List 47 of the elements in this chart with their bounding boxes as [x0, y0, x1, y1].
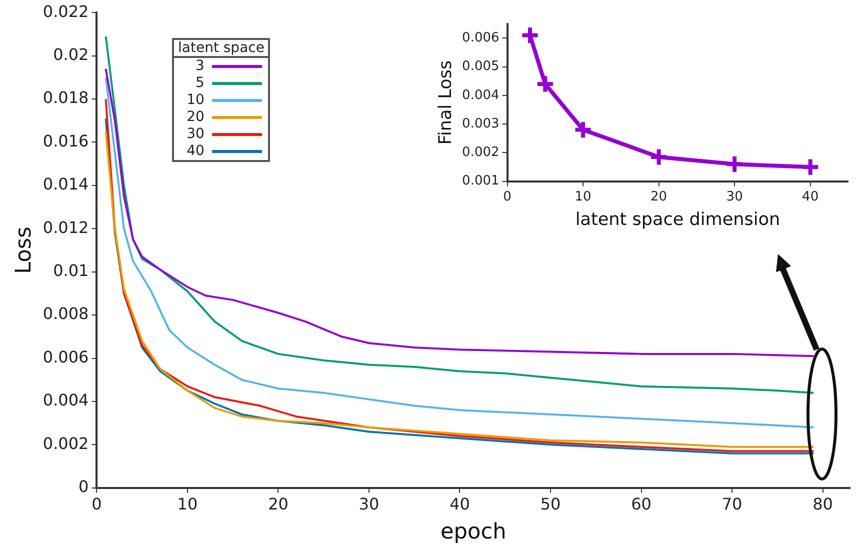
- y-tick-label: 0.012: [42, 218, 89, 237]
- legend-label: 20: [186, 109, 204, 126]
- y-tick-label: 0.02: [53, 44, 89, 64]
- x-tick-label: 10: [177, 494, 198, 514]
- x-tick-label: 40: [450, 494, 470, 514]
- x-tick-label: 20: [650, 190, 668, 205]
- y-tick-label: 0.005: [462, 59, 500, 74]
- y-axis-title: Final Loss: [436, 60, 456, 145]
- y-tick-label: 0.003: [462, 116, 500, 132]
- x-tick-label: 30: [358, 494, 380, 514]
- y-tick-label: 0.006: [462, 30, 500, 46]
- y-tick-label: 0.018: [42, 88, 89, 108]
- point: [649, 147, 669, 167]
- x-tick-label: 0: [503, 190, 512, 205]
- y-tick-label: 0.002: [462, 145, 500, 160]
- x-axis-title: epoch: [440, 520, 506, 545]
- y-tick-label: 0.016: [42, 131, 89, 150]
- x-tick-label: 50: [540, 494, 561, 514]
- y-tick-label: 0.004: [462, 88, 500, 103]
- y-tick-label: 0.001: [462, 174, 500, 189]
- y-tick-label: 0.004: [42, 390, 89, 410]
- legend-label: 10: [186, 92, 204, 109]
- legend-label: 3: [196, 58, 204, 75]
- y-tick-label: 0: [78, 477, 89, 496]
- legend-label: 30: [186, 126, 204, 143]
- legend-title: latent space: [174, 40, 268, 58]
- x-tick-label: 40: [802, 190, 819, 205]
- x-axis-title: latent space dimension: [575, 210, 780, 230]
- x-tick-label: 60: [631, 494, 652, 514]
- legend-label: 40: [186, 143, 204, 160]
- x-tick-label: 30: [726, 190, 743, 205]
- y-tick-label: 0.01: [53, 261, 89, 280]
- x-tick-label: 0: [92, 494, 102, 514]
- y-tick-label: 0.014: [42, 174, 89, 194]
- y-tick-label: 0.002: [42, 434, 89, 453]
- y-tick-label: 0.022: [42, 2, 89, 21]
- point: [535, 74, 555, 94]
- y-tick-label: 0.008: [42, 304, 89, 324]
- y-tick-label: 0.006: [42, 347, 89, 366]
- legend-label: 5: [196, 75, 204, 92]
- point: [800, 157, 820, 177]
- y-axis-title: Loss: [12, 226, 37, 274]
- x-tick-label: 80: [812, 494, 833, 514]
- point: [724, 154, 744, 174]
- x-tick-label: 20: [268, 494, 288, 514]
- x-tick-label: 70: [722, 494, 742, 514]
- x-tick-label: 10: [574, 190, 592, 205]
